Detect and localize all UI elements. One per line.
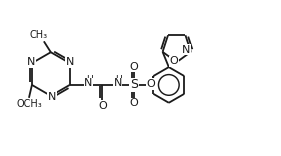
Text: N: N — [84, 78, 93, 88]
Text: S: S — [130, 78, 138, 91]
Text: N: N — [182, 45, 190, 55]
Text: N: N — [114, 78, 122, 88]
Text: CH₃: CH₃ — [30, 30, 48, 40]
Text: O: O — [98, 101, 107, 111]
Text: O: O — [130, 98, 139, 108]
Text: O: O — [130, 62, 139, 72]
Text: N: N — [47, 92, 56, 102]
Text: H: H — [86, 75, 92, 84]
Text: H: H — [115, 75, 122, 84]
Text: O: O — [169, 56, 178, 66]
Text: N: N — [27, 57, 36, 67]
Text: O: O — [146, 79, 155, 89]
Text: OCH₃: OCH₃ — [16, 99, 42, 109]
Text: N: N — [66, 57, 74, 67]
